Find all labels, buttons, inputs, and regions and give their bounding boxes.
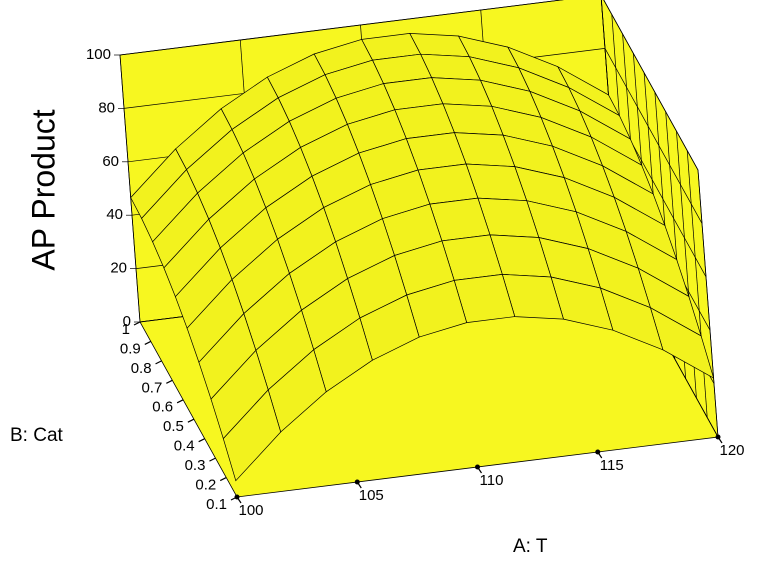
z-tick-label: 40 bbox=[106, 206, 123, 223]
y-tick-label: 0.5 bbox=[163, 418, 184, 435]
grid-line bbox=[686, 150, 708, 418]
y-tick-label: 0.6 bbox=[152, 399, 173, 416]
y-tick-label: 0.2 bbox=[195, 477, 216, 494]
tick-dot bbox=[475, 464, 480, 470]
grid-line bbox=[697, 169, 719, 438]
tick-mark bbox=[219, 477, 227, 482]
z-tick-label: 0 bbox=[123, 313, 131, 330]
x-axis-title: A: T bbox=[513, 536, 548, 557]
z-tick-label: 60 bbox=[102, 153, 119, 170]
tick-mark bbox=[230, 496, 238, 501]
grid-line bbox=[119, 54, 141, 323]
z-axis-title: AP Product bbox=[25, 109, 61, 270]
tick-mark bbox=[133, 321, 141, 326]
surface-cell bbox=[222, 389, 282, 482]
z-tick-label: 100 bbox=[86, 46, 111, 63]
tick-mark bbox=[176, 399, 184, 404]
tick-mark bbox=[155, 360, 162, 365]
y-axis-title: B: Cat bbox=[10, 425, 64, 446]
tick-mark bbox=[187, 418, 195, 423]
x-tick-label: 105 bbox=[359, 487, 384, 504]
x-tick-label: 100 bbox=[238, 502, 263, 519]
x-tick-label: 110 bbox=[480, 472, 504, 489]
tick-dot bbox=[354, 479, 360, 485]
y-tick-label: 0.4 bbox=[174, 438, 195, 455]
y-tick-label: 1 bbox=[122, 321, 130, 338]
x-tick-label: 120 bbox=[719, 442, 744, 459]
y-tick-label: 0.9 bbox=[120, 340, 141, 357]
z-tick-label: 80 bbox=[98, 99, 115, 116]
grid-line bbox=[603, 0, 699, 171]
tick-mark bbox=[198, 438, 205, 443]
x-tick-label: 115 bbox=[600, 457, 624, 474]
tick-mark bbox=[166, 379, 173, 384]
tick-mark bbox=[144, 340, 152, 345]
tick-dot bbox=[595, 449, 601, 455]
grid-line bbox=[604, 48, 703, 224]
y-tick-label: 0.8 bbox=[131, 360, 152, 377]
y-tick-label: 0.1 bbox=[206, 496, 227, 513]
y-tick-label: 0.7 bbox=[141, 379, 162, 396]
y-tick-label: 0.3 bbox=[185, 457, 206, 474]
z-tick-label: 20 bbox=[110, 260, 127, 277]
tick-mark bbox=[209, 457, 216, 462]
